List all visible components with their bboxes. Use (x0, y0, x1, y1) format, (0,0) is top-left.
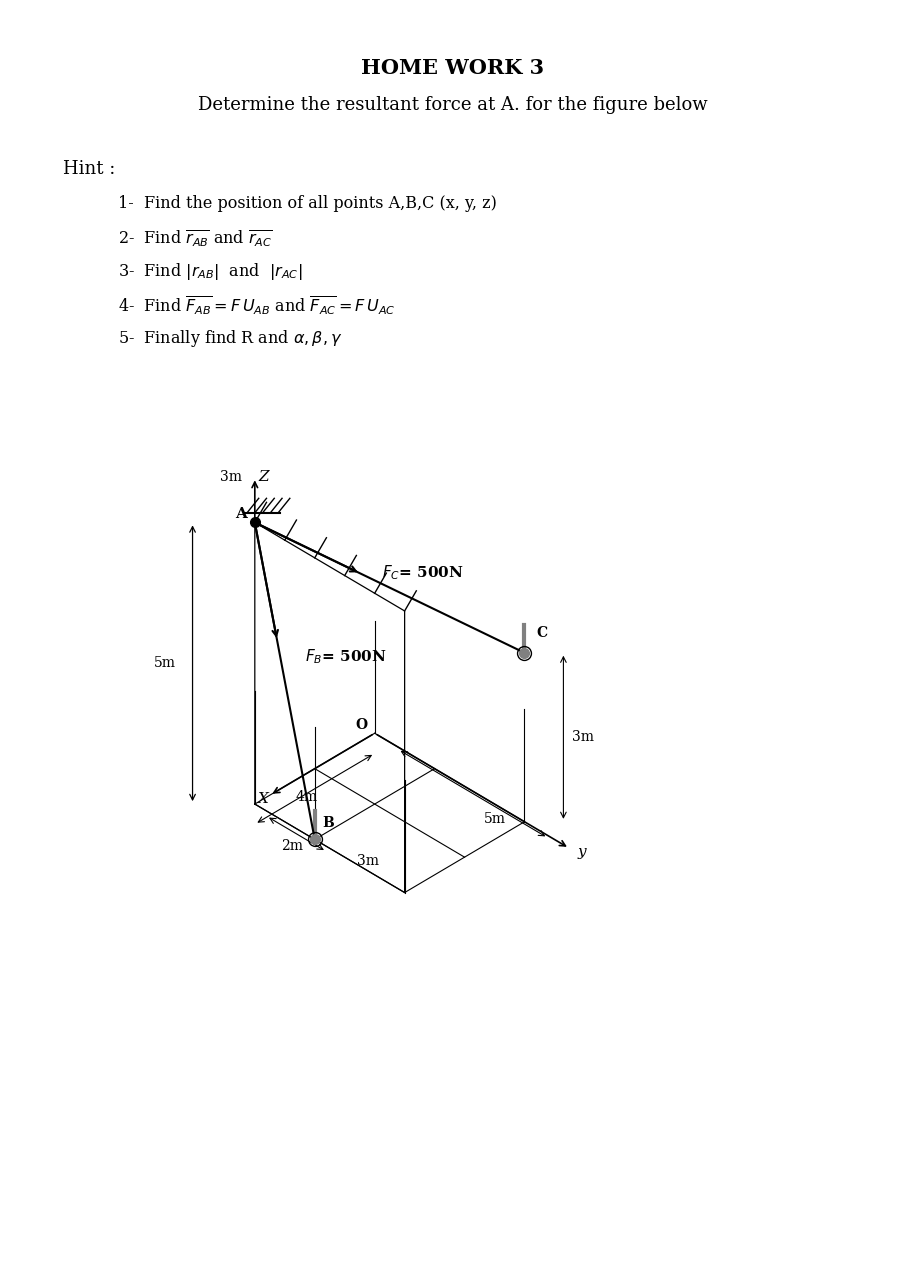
Text: 3m: 3m (357, 854, 379, 868)
Text: Determine the resultant force at A. for the figure below: Determine the resultant force at A. for … (197, 96, 708, 114)
Text: Hint :: Hint : (63, 160, 116, 178)
Text: y: y (577, 845, 586, 859)
Text: 3m: 3m (572, 731, 594, 744)
Text: 5m: 5m (484, 813, 506, 827)
Text: 3-  Find $|r_{AB}|$  and  $|r_{AC}|$: 3- Find $|r_{AB}|$ and $|r_{AC}|$ (118, 261, 302, 282)
Text: O: O (356, 718, 367, 732)
Text: B: B (322, 817, 334, 831)
Text: X: X (258, 792, 269, 806)
Text: 2-  Find $\overline{r_{AB}}$ and $\overline{r_{AC}}$: 2- Find $\overline{r_{AB}}$ and $\overli… (118, 228, 272, 248)
Text: 4-  Find $\overline{F_{AB}} = F\,U_{AB}$ and $\overline{F_{AC}} = F\,U_{AC}$: 4- Find $\overline{F_{AB}} = F\,U_{AB}$ … (118, 294, 395, 317)
Text: 5m: 5m (155, 657, 176, 671)
Text: 3m: 3m (220, 470, 242, 484)
Text: 4m: 4m (296, 790, 318, 804)
Text: Z: Z (259, 470, 270, 484)
Text: 5-  Finally find R and $\alpha, \beta, \gamma$: 5- Finally find R and $\alpha, \beta, \g… (118, 328, 342, 348)
Text: $F_B$= 500N: $F_B$= 500N (305, 648, 386, 666)
Text: 1-  Find the position of all points A,B,C (x, y, z): 1- Find the position of all points A,B,C… (118, 195, 497, 211)
Text: C: C (536, 626, 548, 640)
Text: A: A (235, 507, 247, 521)
Text: $F_C$= 500N: $F_C$= 500N (383, 563, 464, 581)
Text: 2m: 2m (281, 838, 303, 852)
Text: HOME WORK 3: HOME WORK 3 (361, 58, 544, 78)
